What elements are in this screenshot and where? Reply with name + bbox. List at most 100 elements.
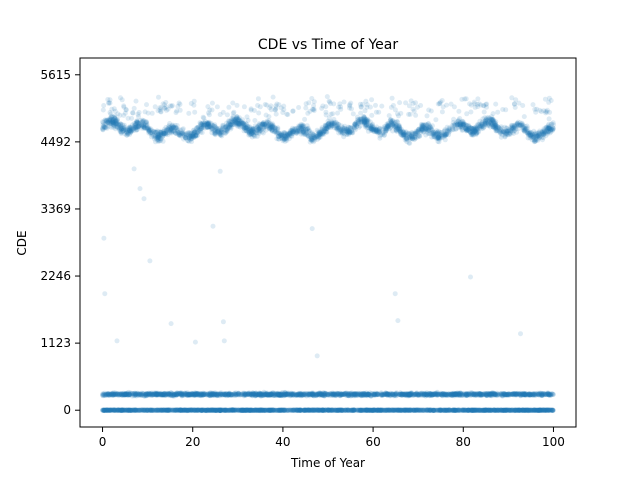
data-point <box>140 407 146 413</box>
data-point <box>329 407 335 413</box>
data-point <box>450 407 456 413</box>
data-point <box>538 407 544 413</box>
data-point <box>217 408 223 414</box>
data-point <box>296 407 302 413</box>
data-point <box>395 407 401 413</box>
data-point <box>427 407 432 413</box>
data-point <box>141 407 147 413</box>
data-point <box>487 407 493 413</box>
data-point <box>378 407 384 413</box>
data-point <box>325 407 331 413</box>
data-point <box>468 407 474 413</box>
data-point <box>411 407 417 413</box>
data-point <box>403 407 409 413</box>
data-point <box>400 392 406 398</box>
data-point <box>106 408 112 413</box>
data-point <box>381 407 387 413</box>
data-point <box>181 407 187 413</box>
data-point <box>535 407 541 413</box>
data-point <box>337 407 343 413</box>
data-point <box>144 407 150 413</box>
data-point <box>371 407 377 413</box>
data-point <box>415 407 421 413</box>
data-point <box>154 407 160 413</box>
data-point <box>218 407 224 413</box>
data-point <box>427 407 433 413</box>
data-point <box>413 407 418 413</box>
data-point <box>395 407 401 413</box>
data-point <box>539 392 545 398</box>
data-point <box>526 407 532 413</box>
data-point <box>427 407 433 413</box>
data-point <box>277 407 283 413</box>
data-point <box>258 407 264 413</box>
data-point <box>475 407 481 413</box>
data-point <box>469 408 475 413</box>
data-point <box>418 407 424 413</box>
data-point <box>349 407 355 413</box>
data-point <box>391 407 397 413</box>
data-point <box>451 407 457 413</box>
data-point <box>364 407 370 413</box>
data-point <box>103 407 109 413</box>
data-point <box>512 407 518 413</box>
data-point <box>201 407 207 413</box>
data-point <box>194 407 200 413</box>
data-point <box>339 407 344 413</box>
data-point <box>518 408 524 414</box>
data-point <box>202 407 207 413</box>
data-point <box>194 407 200 413</box>
data-point <box>375 407 381 413</box>
data-point <box>500 407 506 413</box>
data-point <box>139 407 145 413</box>
data-point <box>366 407 372 413</box>
data-point <box>163 407 169 413</box>
data-point <box>431 407 437 413</box>
data-point <box>105 407 111 413</box>
data-point <box>474 407 480 413</box>
data-point <box>499 408 505 413</box>
data-point <box>165 407 171 413</box>
data-point <box>488 407 494 413</box>
data-point <box>312 407 318 413</box>
data-point <box>317 407 322 413</box>
data-point <box>307 407 313 413</box>
data-point <box>225 407 231 413</box>
data-point <box>205 407 211 413</box>
data-point <box>135 407 141 413</box>
data-point <box>137 407 143 413</box>
data-point <box>479 392 485 398</box>
data-point <box>391 408 397 413</box>
data-point <box>487 407 493 413</box>
data-point <box>248 407 254 413</box>
data-point <box>455 407 461 413</box>
data-point <box>164 407 170 413</box>
data-point <box>539 407 545 413</box>
data-point <box>309 407 314 413</box>
data-point <box>294 407 300 413</box>
data-point <box>370 407 375 413</box>
data-point <box>445 408 450 414</box>
data-point <box>426 407 432 413</box>
data-point <box>540 407 546 413</box>
data-point <box>160 407 165 413</box>
data-point <box>450 407 456 413</box>
data-point <box>478 407 484 413</box>
data-point <box>192 407 197 413</box>
data-point <box>339 408 345 413</box>
data-point <box>318 407 324 413</box>
data-point <box>215 407 221 413</box>
data-point <box>384 407 390 413</box>
data-point <box>363 407 369 413</box>
data-point <box>332 407 338 413</box>
data-point <box>454 407 460 413</box>
data-point <box>400 407 406 413</box>
data-point <box>173 407 179 413</box>
data-point <box>322 407 328 413</box>
data-point <box>517 407 523 413</box>
data-point <box>369 408 375 414</box>
data-point <box>339 407 345 413</box>
data-point <box>230 407 236 413</box>
data-point <box>317 407 323 413</box>
data-point <box>374 407 380 413</box>
